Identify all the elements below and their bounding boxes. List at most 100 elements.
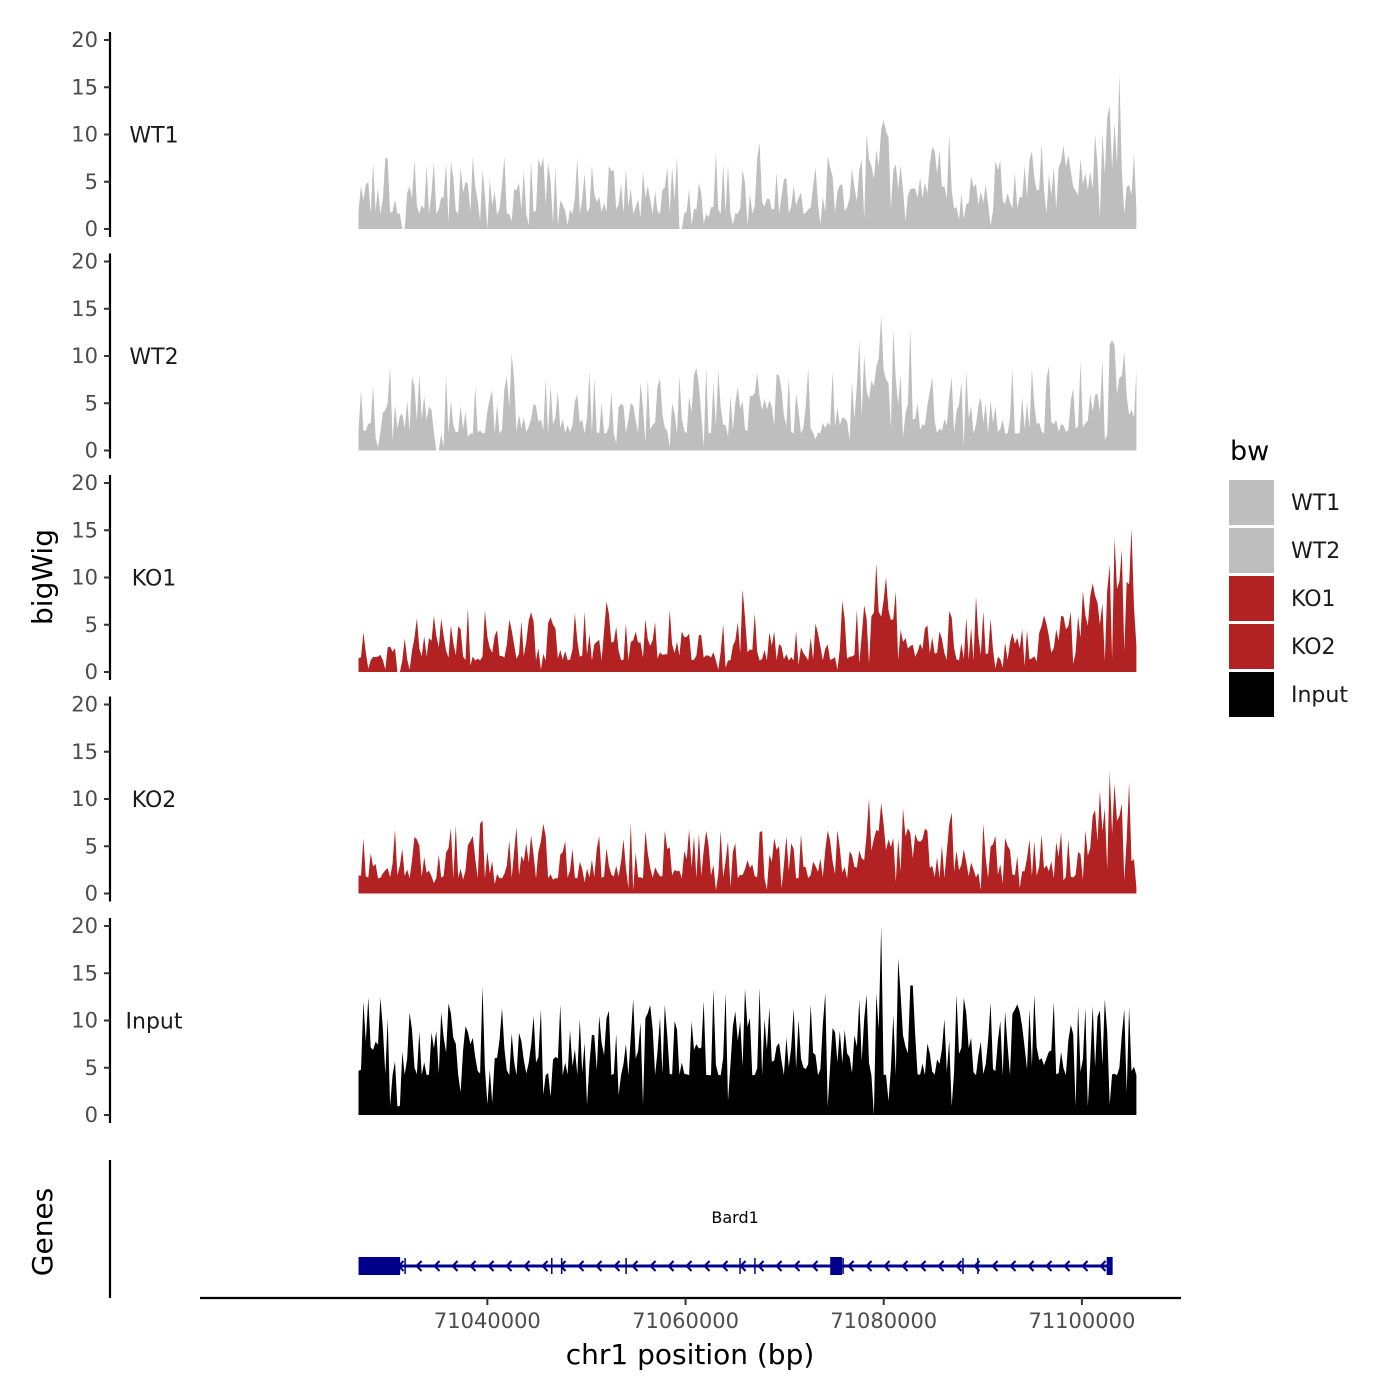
y-tick-label: 15 bbox=[71, 297, 98, 321]
y-tick-label: 5 bbox=[85, 170, 98, 194]
strand-arrow bbox=[1063, 1260, 1071, 1272]
strand-arrow bbox=[955, 1260, 963, 1272]
x-axis: 71040000 71060000 71080000 71100000 bbox=[200, 1296, 1181, 1333]
y-tick-label: 0 bbox=[85, 882, 98, 906]
strand-arrow bbox=[559, 1260, 567, 1272]
y-tick-label: 5 bbox=[85, 613, 98, 637]
y-tick-label: 5 bbox=[85, 391, 98, 415]
strand-arrow bbox=[865, 1260, 873, 1272]
strand-arrow bbox=[919, 1260, 927, 1272]
strand-arrow bbox=[703, 1260, 711, 1272]
y-tick-label: 20 bbox=[71, 28, 98, 52]
exon-block bbox=[830, 1257, 843, 1275]
y-axis-title: bigWig bbox=[26, 529, 59, 625]
strand-arrow bbox=[415, 1260, 423, 1272]
coverage-area-input bbox=[358, 926, 1137, 1115]
strand-arrow bbox=[883, 1260, 891, 1272]
legend-key-wt1 bbox=[1229, 480, 1274, 525]
strand-arrow bbox=[649, 1260, 657, 1272]
legend-title: bw bbox=[1230, 436, 1269, 467]
y-tick-label: 15 bbox=[71, 740, 98, 764]
strand-arrow bbox=[631, 1260, 639, 1272]
y-tick-label: 5 bbox=[85, 1056, 98, 1080]
strand-arrow bbox=[1045, 1260, 1053, 1272]
strand-arrow bbox=[847, 1260, 855, 1272]
track-label: KO2 bbox=[132, 788, 177, 813]
x-tick-label: 71060000 bbox=[632, 1309, 739, 1333]
legend-label: WT2 bbox=[1291, 539, 1340, 564]
strand-arrow bbox=[1081, 1260, 1089, 1272]
legend-label: KO2 bbox=[1291, 635, 1336, 660]
strand-arrow bbox=[1009, 1260, 1017, 1272]
strand-arrow bbox=[811, 1260, 819, 1272]
strand-arrow bbox=[757, 1260, 765, 1272]
x-tick-label: 71040000 bbox=[434, 1309, 541, 1333]
coverage-area-wt1 bbox=[358, 73, 1137, 229]
y-tick-label: 10 bbox=[71, 1009, 98, 1033]
legend-label: WT1 bbox=[1291, 491, 1340, 516]
strand-arrow bbox=[901, 1260, 909, 1272]
strand-arrow bbox=[721, 1260, 729, 1272]
strand-arrow bbox=[595, 1260, 603, 1272]
y-tick-label: 0 bbox=[85, 217, 98, 241]
y-tick-label: 10 bbox=[71, 123, 98, 147]
legend: bw WT1 WT2 KO1 KO2 Input bbox=[1229, 436, 1348, 717]
strand-arrow bbox=[487, 1260, 495, 1272]
strand-arrow bbox=[1099, 1260, 1107, 1272]
track-label: KO1 bbox=[132, 567, 177, 592]
y-tick-label: 10 bbox=[71, 787, 98, 811]
legend-key-ko2 bbox=[1229, 624, 1274, 669]
strand-arrow bbox=[541, 1260, 549, 1272]
exon-block bbox=[1106, 1257, 1113, 1275]
exon-block bbox=[358, 1257, 401, 1275]
strand-arrow bbox=[613, 1260, 621, 1272]
track-wt1: 0 5 10 15 20 WT1 bbox=[71, 28, 1137, 241]
coverage-area-wt2 bbox=[358, 315, 1137, 451]
strand-arrow bbox=[433, 1260, 441, 1272]
strand-arrow bbox=[505, 1260, 513, 1272]
x-axis-title: chr1 position (bp) bbox=[566, 1338, 815, 1371]
strand-arrow bbox=[577, 1260, 585, 1272]
y-tick-label: 0 bbox=[85, 660, 98, 684]
legend-label: Input bbox=[1291, 683, 1348, 708]
signal-tracks: 0 5 10 15 20 WT1 0 5 10 15 20 WT2 0 5 10 15 20 KO1 0 5 10 15 2… bbox=[71, 28, 1137, 1127]
y-tick-label: 15 bbox=[71, 75, 98, 99]
strand-arrow bbox=[685, 1260, 693, 1272]
legend-key-wt2 bbox=[1229, 528, 1274, 573]
y-tick-label: 20 bbox=[71, 914, 98, 938]
strand-arrow bbox=[937, 1260, 945, 1272]
y-tick-label: 15 bbox=[71, 961, 98, 985]
strand-arrow bbox=[469, 1260, 477, 1272]
legend-label: KO1 bbox=[1291, 587, 1336, 612]
y-tick-label: 5 bbox=[85, 834, 98, 858]
legend-key-ko1 bbox=[1229, 576, 1274, 621]
y-tick-label: 0 bbox=[85, 1103, 98, 1127]
strand-arrow bbox=[1027, 1260, 1035, 1272]
y-tick-label: 20 bbox=[71, 471, 98, 495]
track-label: Input bbox=[126, 1010, 183, 1035]
y-tick-label: 10 bbox=[71, 344, 98, 368]
x-tick-label: 71100000 bbox=[1028, 1309, 1135, 1333]
y-tick-label: 20 bbox=[71, 693, 98, 717]
track-label: WT2 bbox=[129, 345, 178, 370]
strand-arrow bbox=[667, 1260, 675, 1272]
coverage-area-ko1 bbox=[358, 528, 1137, 672]
track-label: WT1 bbox=[129, 124, 178, 149]
legend-key-input bbox=[1229, 672, 1274, 717]
gene-panel-title: Genes bbox=[26, 1188, 59, 1276]
y-tick-label: 15 bbox=[71, 518, 98, 542]
gene-panel: Bard1 bbox=[108, 1160, 1113, 1298]
track-wt2: 0 5 10 15 20 WT2 bbox=[71, 250, 1137, 463]
track-ko2: 0 5 10 15 20 KO2 bbox=[71, 693, 1137, 906]
strand-arrow bbox=[523, 1260, 531, 1272]
x-tick-label: 71080000 bbox=[830, 1309, 937, 1333]
strand-arrow bbox=[991, 1260, 999, 1272]
gene-name-label: Bard1 bbox=[711, 1208, 758, 1227]
track-ko1: 0 5 10 15 20 KO1 bbox=[71, 471, 1137, 684]
track-input: 0 5 10 15 20 Input bbox=[71, 914, 1137, 1127]
strand-arrow bbox=[775, 1260, 783, 1272]
y-tick-label: 0 bbox=[85, 439, 98, 463]
y-tick-label: 20 bbox=[71, 250, 98, 274]
strand-arrow bbox=[793, 1260, 801, 1272]
